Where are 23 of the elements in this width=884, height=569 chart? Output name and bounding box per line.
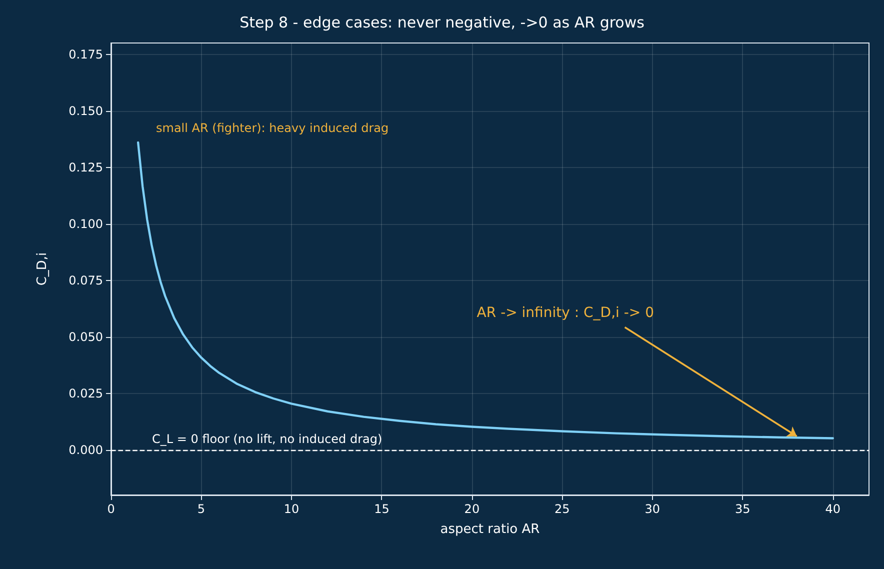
y-tick-label: 0.000: [68, 442, 103, 457]
y-tick-label: 0.100: [68, 216, 103, 231]
y-axis-title: C_D,i: [35, 252, 50, 286]
x-tick-label: 30: [644, 502, 660, 516]
y-tick-label: 0.150: [68, 104, 103, 118]
y-tick-label: 0.125: [68, 160, 103, 174]
y-tick-label: 0.025: [68, 386, 103, 400]
x-tick-label: 0: [107, 502, 115, 516]
x-tick-label: 15: [374, 502, 390, 516]
x-axis-title: aspect ratio AR: [440, 522, 540, 537]
x-tick-label: 20: [464, 502, 480, 516]
x-tick-label: 40: [825, 502, 841, 516]
annotation: AR -> infinity : C_D,i -> 0: [476, 305, 654, 322]
x-tick-label: 5: [197, 502, 206, 516]
y-tick-label: 0.050: [68, 330, 103, 344]
annotation: small AR (fighter): heavy induced drag: [156, 121, 389, 135]
y-tick-label: 0.175: [68, 47, 103, 62]
x-tick-label: 10: [284, 502, 300, 516]
y-tick-label: 0.075: [68, 273, 103, 288]
x-tick-label: 35: [735, 502, 750, 516]
chart-title: Step 8 - edge cases: never negative, ->0 as AR grows: [240, 14, 645, 32]
ref-line-label: C_L = 0 floor (no lift, no induced drag): [152, 432, 382, 446]
x-tick-label: 25: [554, 502, 570, 516]
